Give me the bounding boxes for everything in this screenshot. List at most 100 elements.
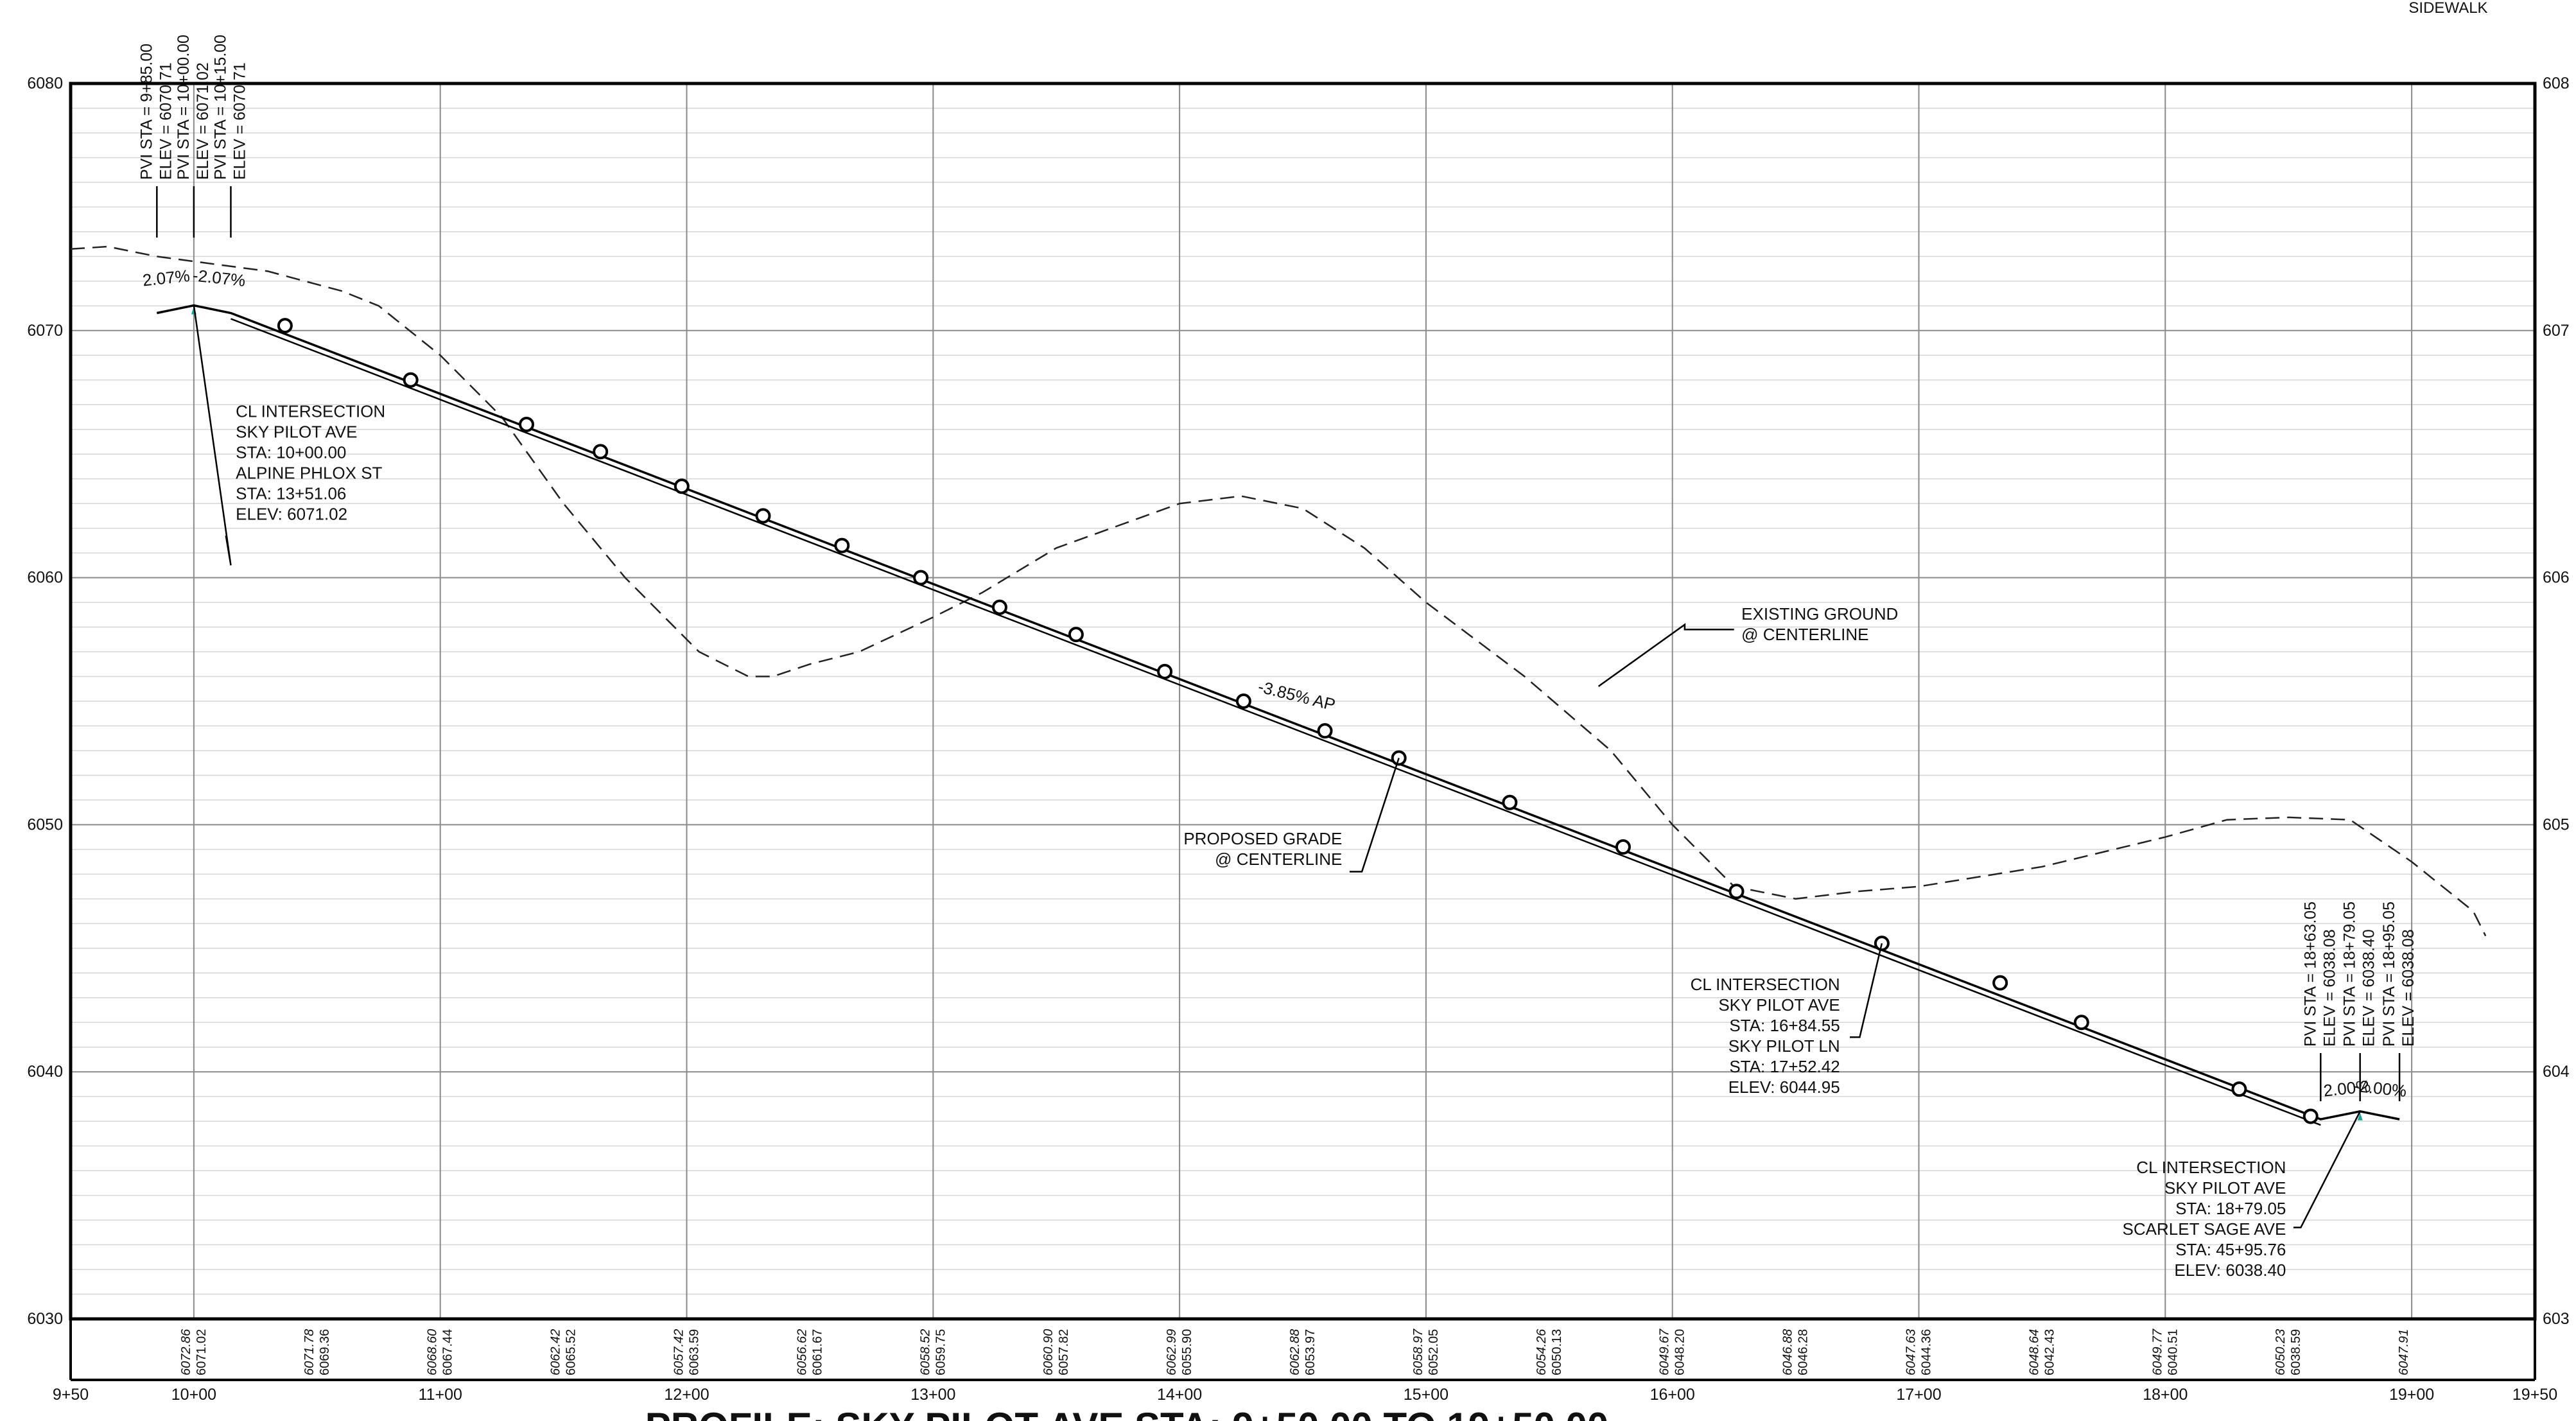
grade-point-marker (593, 444, 609, 460)
y-tick-label-right: 607 (2543, 322, 2570, 340)
existing-elevation-label: 6062.88 (1288, 1329, 1302, 1375)
grade-point-marker (277, 318, 293, 334)
y-tick-label: 6040 (27, 1063, 63, 1081)
existing-elevation-label: 6072.86 (179, 1329, 193, 1375)
x-tick-label: 16+00 (1650, 1386, 1695, 1404)
annotation-text: STA: 45+95.76 (2175, 1240, 2286, 1259)
grade-point-marker (674, 478, 690, 494)
x-tick-label: 18+00 (2143, 1386, 2188, 1404)
x-tick-label: 13+00 (910, 1386, 955, 1404)
pvi-text: PVI STA = 18+63.05 (2301, 902, 2319, 1047)
proposed-elevation-label: 6052.05 (1427, 1329, 1441, 1375)
pvi-text: PVI STA = 18+79.05 (2341, 902, 2359, 1047)
pvi-text: PVI STA = 10+00.00 (175, 35, 193, 180)
existing-elevation-label: 6058.97 (1411, 1329, 1425, 1375)
grade-point-marker (1068, 627, 1084, 643)
annotation-text: CL INTERSECTION (1691, 975, 1840, 994)
pvi-vertex-marker (2357, 1112, 2363, 1120)
proposed-elevation-label: 6061.67 (810, 1329, 824, 1375)
grade-point-marker (1502, 794, 1518, 810)
bottom-elevation-layer: 6072.86 6071.02 6071.78 6069.36 6068.60 6067.… (179, 1329, 2411, 1375)
proposed-grade-edge-line (231, 318, 2321, 1126)
x-tick-label: 19+50 (2512, 1386, 2557, 1404)
annotation-text: @ CENTERLINE (1741, 625, 1868, 644)
annotation-text: SKY PILOT AVE (2164, 1178, 2286, 1198)
y-tick-label-right: 606 (2543, 569, 2570, 587)
existing-elevation-label: 6049.67 (1658, 1329, 1672, 1375)
proposed-elevation-label: 6059.75 (934, 1329, 948, 1375)
proposed-elevation-label: 6065.52 (564, 1329, 579, 1375)
pvi-text: ELEV = 6070.71 (231, 62, 248, 180)
proposed-elevation-label: 6053.97 (1303, 1329, 1318, 1375)
annotation-text: @ CENTERLINE (1215, 850, 1342, 869)
plot-frame (69, 82, 2537, 1381)
grade-point-marker (2302, 1108, 2319, 1124)
proposed-elevation-label: 6055.90 (1180, 1329, 1194, 1375)
existing-elevation-label: 6050.23 (2274, 1329, 2288, 1375)
grade-point-marker (1235, 693, 1251, 709)
grade-point-marker (1728, 884, 1745, 900)
grade-point-marker (991, 599, 1007, 615)
proposed-elevation-label: 6071.02 (195, 1329, 209, 1375)
annotation-text: STA: 17+52.42 (1729, 1057, 1840, 1076)
annotation-leader (1850, 943, 1883, 1038)
pvi-text: PVI STA = 10+15.00 (211, 35, 229, 180)
x-tick-label: 9+50 (53, 1386, 89, 1404)
grade-point-marker (834, 537, 850, 554)
x-tick-label: 15+00 (1404, 1386, 1449, 1404)
proposed-elevation-label: 6067.44 (441, 1329, 455, 1375)
pvi-label-layer: PVI STA = 9+85.00 ELEV = 6070.71 PVI STA =… (137, 35, 2417, 1101)
annotation-text: PROPOSED GRADE (1183, 829, 1342, 848)
pvi-text: PVI STA = 18+95.05 (2380, 902, 2398, 1047)
y-tick-label: 6030 (27, 1310, 63, 1328)
grade-point-marker (2231, 1081, 2247, 1097)
grade-point-marker (519, 417, 535, 433)
axis-labels: 6030 603 6040 604 6050 605 6060 606 6070 607 6080 6… (27, 74, 2569, 1404)
grade-point-marker (755, 508, 771, 524)
annotation-text: STA: 18+79.05 (2175, 1199, 2286, 1218)
existing-elevation-label: 6057.42 (672, 1329, 686, 1375)
y-tick-label: 6070 (27, 322, 63, 340)
grade-point-marker (1157, 663, 1173, 679)
annotation-text: STA: 16+84.55 (1729, 1016, 1840, 1035)
proposed-elevation-label: 6057.82 (1057, 1329, 1071, 1375)
proposed-elevation-label: 6048.20 (1673, 1329, 1687, 1375)
existing-elevation-label: 6056.62 (795, 1329, 809, 1375)
existing-elevation-label: 6047.91 (2397, 1329, 2411, 1375)
y-tick-label-right: 605 (2543, 815, 2570, 833)
pvi-text: ELEV = 6071.02 (194, 62, 212, 180)
grade-point-marker (1317, 723, 1333, 739)
y-tick-label: 6080 (27, 74, 63, 92)
grade-point-marker (2073, 1015, 2089, 1031)
annotation-text: CL INTERSECTION (236, 401, 385, 421)
proposed-elevation-label: 6046.28 (1797, 1329, 1811, 1375)
existing-elevation-label: 6054.26 (1535, 1329, 1549, 1375)
proposed-elevation-label: 6063.59 (688, 1329, 702, 1375)
grade-point-marker (403, 372, 419, 388)
y-tick-label-right: 608 (2543, 74, 2570, 92)
proposed-elevation-label: 6050.13 (1550, 1329, 1564, 1375)
corner-label: SIDEWALK (2408, 0, 2487, 17)
grade-point-marker (1874, 936, 1890, 952)
pvi-text: ELEV = 6038.08 (2320, 929, 2338, 1047)
y-tick-label: 6060 (27, 569, 63, 587)
plot-border (69, 82, 2537, 1321)
proposed-elevation-label: 6044.36 (1920, 1329, 1934, 1375)
annotation-text: ELEV: 6038.40 (2174, 1260, 2286, 1280)
pvi-text: ELEV = 6038.08 (2399, 929, 2417, 1047)
proposed-elevation-label: 6038.59 (2289, 1329, 2303, 1375)
existing-ground-layer (70, 245, 2487, 937)
x-tick-label: 19+00 (2389, 1386, 2434, 1404)
annotation-text: ELEV: 6044.95 (1728, 1077, 1840, 1097)
y-tick-label-right: 604 (2543, 1063, 2570, 1081)
y-tick-label-right: 603 (2543, 1310, 2570, 1328)
existing-elevation-label: 6049.77 (2150, 1329, 2164, 1375)
pvi-text: PVI STA = 9+85.00 (137, 44, 155, 180)
existing-elevation-label: 6062.99 (1165, 1329, 1179, 1375)
annotation-text: SKY PILOT LN (1728, 1036, 1840, 1056)
grade-point-marker (913, 570, 929, 586)
annotation-leader (193, 305, 232, 566)
